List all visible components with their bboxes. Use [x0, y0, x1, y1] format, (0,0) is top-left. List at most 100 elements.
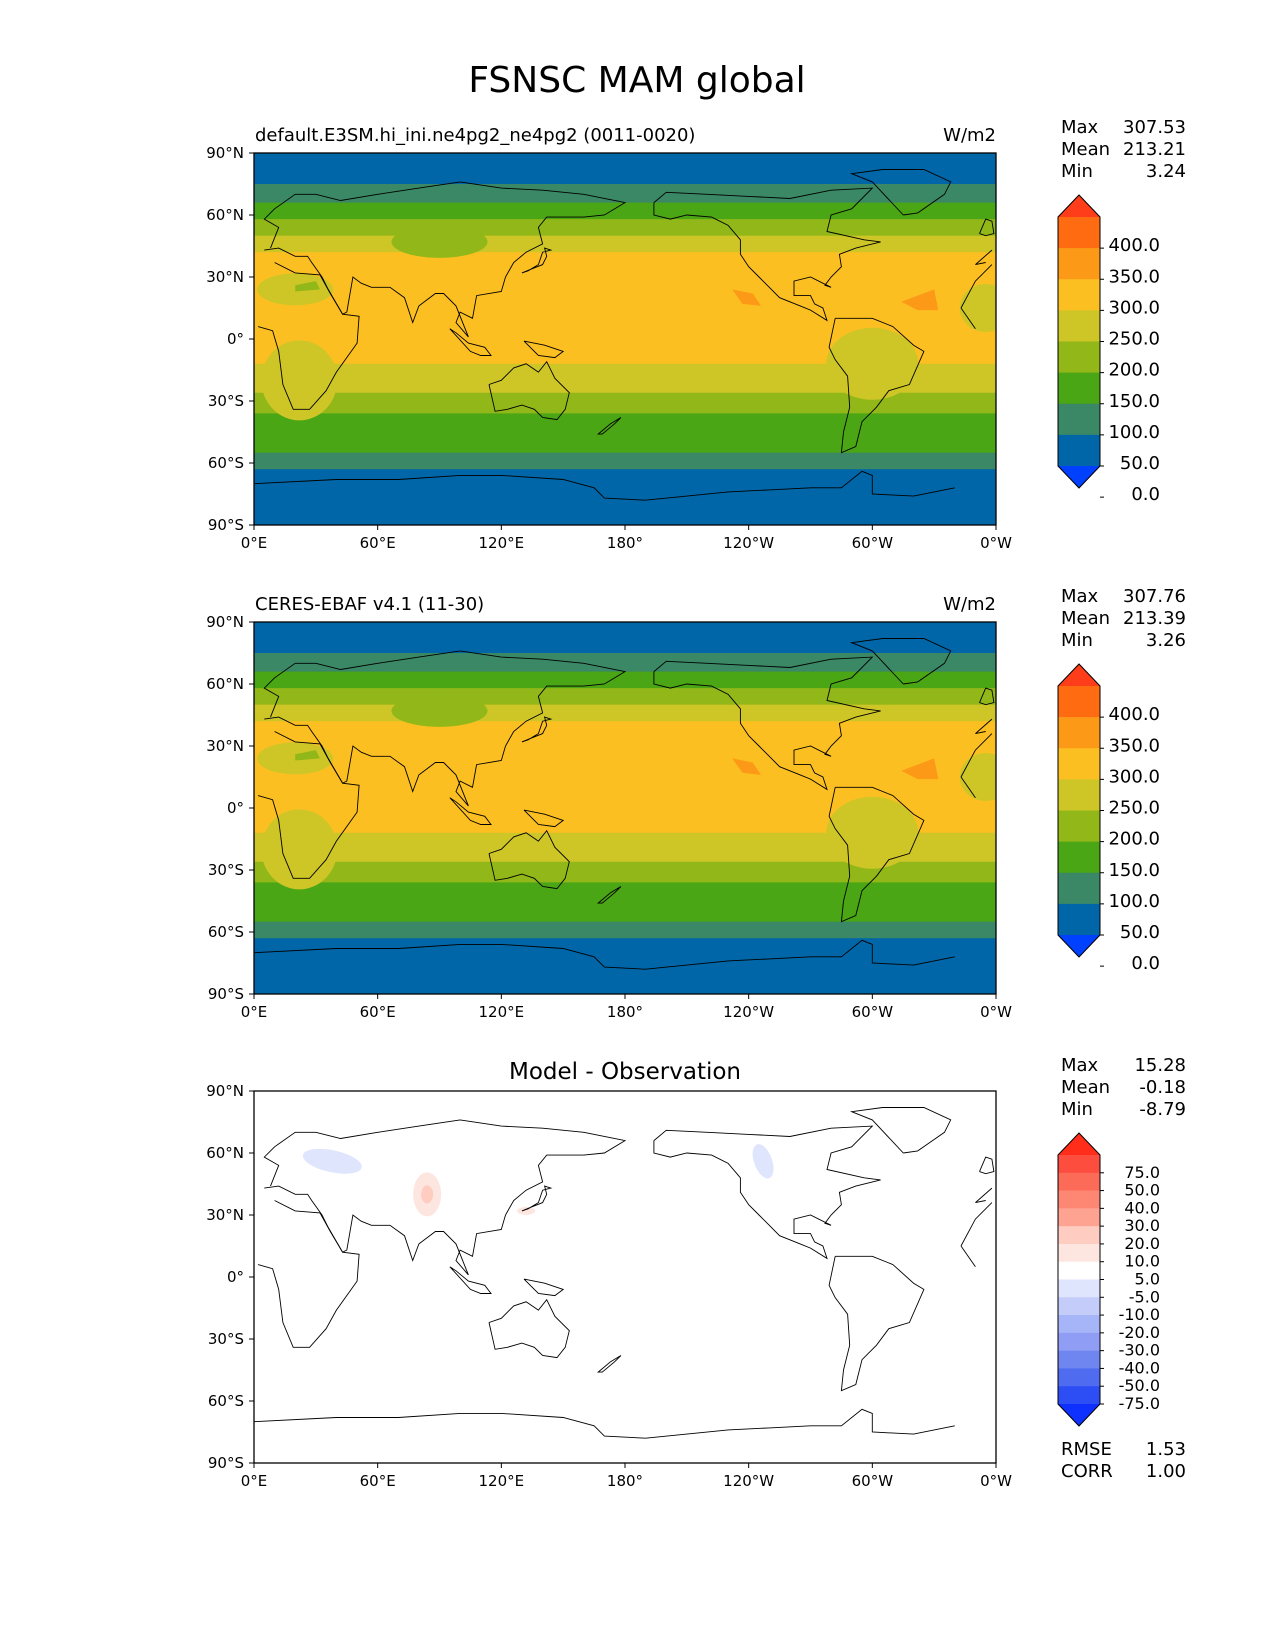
- lon-tick-label: 0°E: [241, 1472, 268, 1490]
- flux-band: [254, 413, 996, 437]
- flux-band: [254, 688, 996, 706]
- coastline: [596, 886, 622, 904]
- colorbar-label: 400.0: [1108, 235, 1160, 256]
- stat-label: Max: [1061, 1055, 1099, 1076]
- lat-tick-label: 90°S: [208, 516, 244, 534]
- colorbar-segment: [1058, 1315, 1100, 1334]
- colorbar-segment: [1058, 1261, 1100, 1280]
- flux-band: [254, 653, 996, 673]
- map-area: [254, 622, 996, 994]
- stat-value: 213.21: [1123, 139, 1186, 160]
- lon-tick-label: 60°W: [852, 534, 894, 552]
- panel-title: default.E3SM.hi_ini.ne4pg2_ne4pg2 (0011-…: [255, 125, 695, 146]
- flux-band: [254, 861, 996, 883]
- lon-tick-label: 60°W: [852, 1472, 894, 1490]
- westafrica-band: [959, 284, 996, 332]
- diff-positive: [517, 1206, 536, 1215]
- colorbar-label: -20.0: [1119, 1323, 1160, 1342]
- stat-value: -8.79: [1139, 1099, 1186, 1120]
- stat-value: 3.24: [1146, 161, 1186, 182]
- coastline: [488, 1298, 570, 1359]
- stat-value: -0.18: [1139, 1077, 1186, 1098]
- lat-tick-label: 60°S: [208, 454, 244, 472]
- coastline: [254, 939, 955, 970]
- lat-tick-label: 30°S: [208, 392, 244, 410]
- colorbar-label: 5.0: [1135, 1270, 1160, 1289]
- panel-title: Model - Observation: [509, 1059, 741, 1085]
- panel-1: default.E3SM.hi_ini.ne4pg2_ne4pg2 (0011-…: [206, 117, 1186, 552]
- colorbar-label: 300.0: [1108, 766, 1160, 787]
- colorbar-label: 50.0: [1120, 922, 1160, 943]
- coastline: [257, 1200, 993, 1348]
- lat-tick-label: 30°N: [206, 268, 244, 286]
- stat-value: 15.28: [1134, 1055, 1186, 1076]
- diff-positive: [421, 1185, 434, 1204]
- stat-value: 1.53: [1146, 1439, 1186, 1460]
- lat-tick-label: 30°S: [208, 861, 244, 879]
- stat-label: Min: [1061, 630, 1093, 651]
- tibet-band: [391, 694, 488, 727]
- lat-tick-label: 90°N: [206, 613, 244, 631]
- panel-3: Model - Observation 90°N 60°N 30°N 0° 30°S 60°…: [206, 1055, 1186, 1490]
- stat-label: Mean: [1061, 608, 1110, 629]
- coastline: [257, 731, 993, 879]
- colorbar-extend-bottom: [1058, 935, 1100, 957]
- flux-band: [254, 921, 996, 939]
- stat-label: Mean: [1061, 1077, 1110, 1098]
- coastline: [488, 360, 570, 421]
- colorbar-segment: [1058, 1350, 1100, 1369]
- coastline: [653, 1125, 881, 1260]
- lat-tick-label: 60°S: [208, 1392, 244, 1410]
- colorbar-label: 350.0: [1108, 735, 1160, 756]
- coastline: [849, 638, 952, 685]
- flux-band: [254, 235, 996, 253]
- colorbar-extend-bottom: [1058, 466, 1100, 488]
- flux-band: [254, 882, 996, 906]
- colorbar-segment: [1058, 872, 1100, 905]
- lon-tick-label: 60°E: [360, 1003, 396, 1021]
- colorbar-extend-top: [1058, 195, 1100, 217]
- diff-negative: [752, 1144, 774, 1179]
- coastline: [979, 687, 995, 706]
- lon-tick-label: 0°W: [980, 1472, 1012, 1490]
- colorbar-label: 50.0: [1120, 453, 1160, 474]
- colorbar-segment: [1058, 217, 1100, 249]
- flux-band: [254, 202, 996, 220]
- colorbar-label: 300.0: [1108, 297, 1160, 318]
- coastline: [449, 1266, 492, 1294]
- coastline: [449, 328, 492, 356]
- colorbar-segment: [1058, 841, 1100, 874]
- stat-label: Min: [1061, 1099, 1093, 1120]
- colorbar-segment: [1058, 1368, 1100, 1387]
- stat-label: Max: [1061, 117, 1099, 138]
- colorbar-segment: [1058, 717, 1100, 749]
- lon-tick-label: 60°E: [360, 1472, 396, 1490]
- lon-tick-label: 180°: [607, 534, 643, 552]
- amazon-band: [826, 796, 919, 869]
- colorbar-segment: [1058, 779, 1100, 811]
- coastline: [449, 797, 492, 825]
- flux-band: [254, 153, 996, 185]
- coastline: [828, 786, 925, 923]
- colorbar-label: 75.0: [1124, 1163, 1160, 1182]
- panel-units: W/m2: [943, 125, 996, 146]
- colorbar-segment: [1058, 1155, 1100, 1174]
- amazon-band: [826, 327, 919, 400]
- coastline: [596, 1355, 622, 1373]
- sahara-patch: [295, 281, 320, 292]
- colorbar-label: 400.0: [1108, 704, 1160, 725]
- coastline: [523, 340, 565, 359]
- colorbar-segment: [1058, 1190, 1100, 1209]
- colorbar-segment: [1058, 434, 1100, 467]
- stat-value: 3.26: [1146, 630, 1186, 651]
- stat-value: 307.76: [1123, 586, 1186, 607]
- colorbar-segment: [1058, 248, 1100, 280]
- lat-tick-label: 90°S: [208, 1454, 244, 1472]
- lon-tick-label: 60°W: [852, 1003, 894, 1021]
- colorbar-label: 40.0: [1124, 1198, 1160, 1217]
- stat-label: Max: [1061, 586, 1099, 607]
- colorbar-label: 150.0: [1108, 860, 1160, 881]
- colorbar-segment: [1058, 279, 1100, 311]
- flux-band: [254, 938, 996, 994]
- africa-band: [261, 340, 338, 421]
